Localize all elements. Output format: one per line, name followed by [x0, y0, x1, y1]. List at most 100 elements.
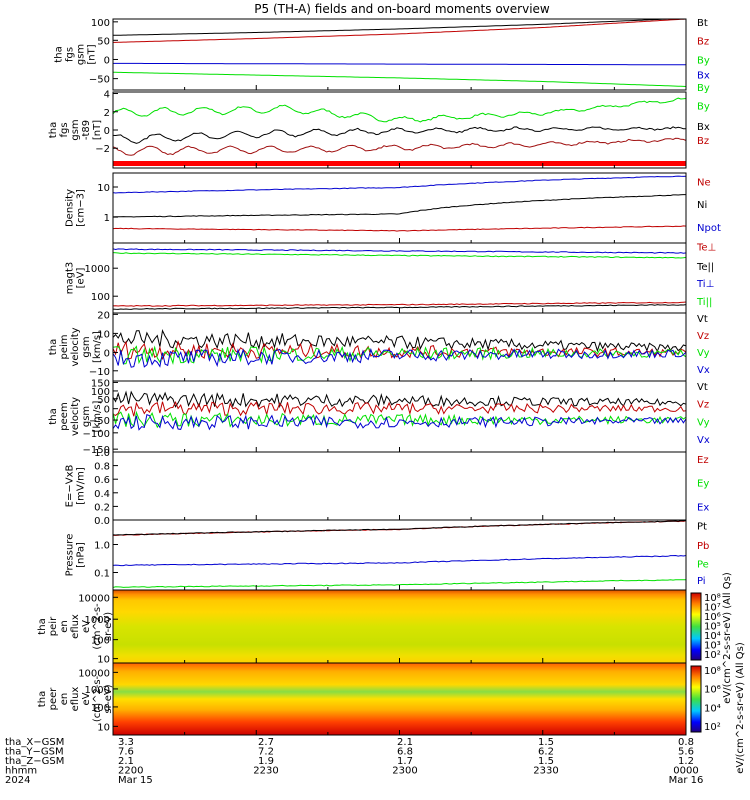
panel-peim: Vt Vz Vy Vx 20 10 0 −10 tha peim velocity gsm [km/s]	[48, 310, 710, 382]
legend-Ex: Ex	[697, 502, 709, 513]
footer-value: 5.6	[678, 747, 694, 758]
y-axis-label: tha	[37, 618, 48, 634]
footer-value: 0.8	[678, 737, 694, 748]
footer-value: 2230	[253, 766, 278, 777]
y-tick-label: −50	[89, 416, 110, 427]
y-tick-label: 10000	[78, 668, 110, 679]
series-Ti||-line	[112, 252, 687, 259]
legend-Vx: Vx	[697, 435, 710, 446]
colorbar	[690, 665, 702, 733]
series-Pe-line	[112, 579, 686, 588]
series-By-line	[113, 71, 687, 87]
y-tick-label: −100	[83, 429, 110, 440]
legend-Vt: Vt	[697, 314, 708, 325]
legend-Pe: Pe	[697, 559, 709, 570]
y-tick-label: 1000	[85, 264, 110, 275]
y-axis-label: peem	[59, 402, 70, 430]
series-Vy-line	[112, 345, 687, 366]
y-axis-label: velocity	[70, 327, 81, 366]
legend-Vz: Vz	[697, 400, 709, 411]
legend-Ez: Ez	[697, 455, 709, 466]
y-axis-label: peim	[59, 334, 70, 359]
legend-Pb: Pb	[697, 541, 709, 552]
y-axis-label: tha	[37, 691, 48, 707]
y-axis-label: gsm	[81, 336, 92, 357]
y-tick-label: 10	[97, 183, 110, 194]
legend-Te⊥: Te⊥	[696, 243, 716, 254]
footer-value: 1.9	[258, 756, 274, 767]
footer-value: 2330	[533, 766, 558, 777]
legend-Vt: Vt	[697, 382, 708, 393]
y-axis-label: en	[59, 620, 70, 633]
y-axis-label: en	[59, 693, 70, 706]
footer-row-label: tha_Z−GSM	[5, 756, 64, 767]
series-Vx-line	[112, 347, 687, 368]
y-axis-label: peir	[48, 616, 59, 636]
y-tick-label: 0	[104, 126, 110, 137]
y-tick-label: 20	[97, 310, 110, 321]
panel-frame	[112, 18, 687, 91]
legend-By: By	[697, 55, 710, 66]
y-axis-label: gsm	[76, 44, 87, 65]
colorbar-tick: 10⁸	[704, 666, 721, 677]
legend-Bx: Bx	[697, 122, 710, 133]
y-axis-label: eflux	[70, 614, 81, 639]
y-axis-label: [nPa]	[76, 542, 87, 568]
colorbar-tick: 10⁴	[704, 703, 721, 714]
colorbar-tick: 10²	[704, 722, 721, 733]
panel-temp: Te⊥ Te|| Ti⊥ Ti|| 1000 100 magt3 [eV]	[65, 242, 716, 314]
panel-fgs-dsl: By Bx Bz 4 2 0 −2 tha fgs gsm -t89 [nT]	[48, 90, 710, 169]
footer-value: 1.5	[538, 737, 554, 748]
y-axis-label: eflux	[70, 687, 81, 712]
y-axis-label: Density	[65, 189, 76, 227]
legend-Vy: Vy	[697, 417, 710, 428]
y-tick-label: 0.8	[94, 462, 110, 473]
y-axis-label: sr-eV)	[103, 684, 114, 713]
y-axis-label: [eV]	[76, 268, 87, 289]
y-axis-label: gsm	[70, 119, 81, 140]
legend-By: By	[697, 102, 710, 113]
y-axis-label: eV	[81, 620, 92, 633]
y-tick-label: 50	[97, 395, 110, 406]
legend-Vz: Vz	[697, 331, 709, 342]
footer-value: 2300	[392, 766, 417, 777]
footer-value: 0000	[673, 766, 698, 777]
legend-Bt: Bt	[697, 18, 708, 29]
colorbar-tick: 10²	[704, 650, 721, 661]
y-tick-label: 0	[104, 405, 110, 416]
y-axis-label: fgs	[65, 47, 76, 62]
colorbar-label: eV/(cm^2-s-sr-eV) (All Qs)	[735, 642, 746, 774]
y-tick-label: 2	[104, 108, 110, 119]
footer-value: 6.2	[538, 747, 554, 758]
footer-value: 1.7	[397, 756, 413, 767]
y-axis-label: sr-eV)	[103, 612, 114, 641]
footer-value: 2200	[118, 766, 143, 777]
series-Bx-line	[113, 62, 686, 66]
y-axis-label: [km/s]	[92, 331, 103, 363]
y-tick-label: 4	[104, 90, 110, 101]
panel-frame	[112, 172, 687, 244]
y-axis-label: E=−VxB	[65, 465, 76, 508]
y-axis-label: Pressure	[65, 534, 76, 577]
legend-Bx: Bx	[697, 70, 710, 81]
footer-row-label: 2024	[5, 775, 30, 786]
legend-Vy: Vy	[697, 348, 710, 359]
y-axis-label: tha	[48, 122, 59, 138]
legend-Vx: Vx	[697, 365, 710, 376]
panel-efield: Ez Ey Ex 1.0 0.8 0.6 0.4 0.2 0.0 E=−VxB [mV/m]	[65, 448, 710, 527]
series-Bt-line	[113, 18, 686, 36]
footer-value: 6.8	[397, 747, 413, 758]
y-axis-label: gsm	[81, 406, 92, 427]
series-Bz-line	[112, 137, 687, 156]
y-tick-label: 0.2	[94, 502, 110, 513]
y-tick-label: 0	[104, 55, 110, 66]
y-tick-label: 10000	[78, 593, 110, 604]
y-tick-label: 150	[91, 378, 110, 389]
series-Bz-line	[113, 18, 687, 43]
y-axis-label: eV	[81, 692, 92, 705]
legend-Te||: Te||	[696, 262, 714, 273]
footer-value: Mar 15	[118, 775, 153, 786]
legend-Ti||: Ti||	[696, 297, 712, 308]
series-By-line	[112, 97, 687, 123]
